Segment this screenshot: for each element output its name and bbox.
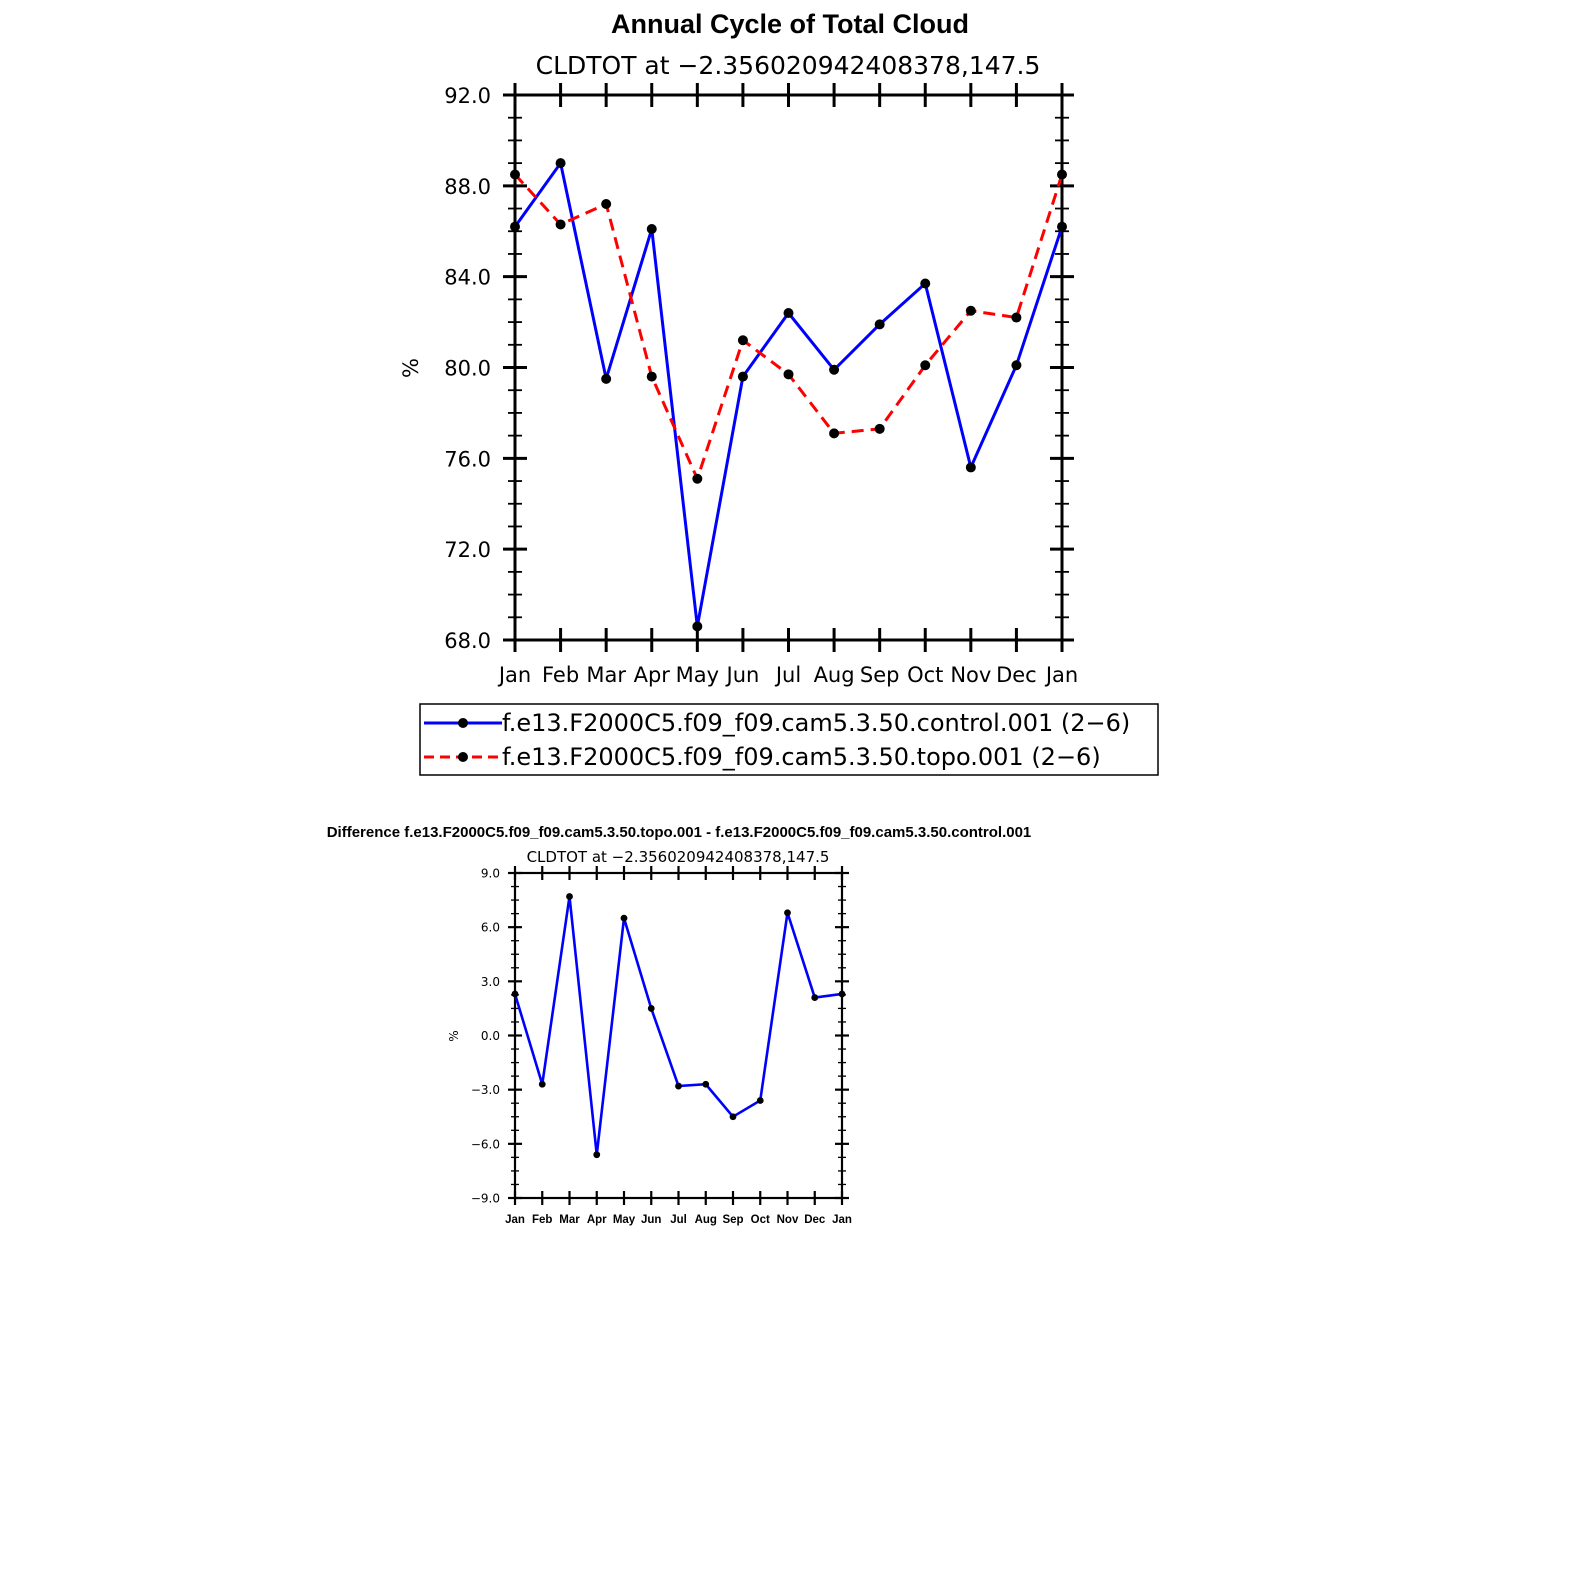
x-tick-label: Mar	[559, 1214, 580, 1226]
legend-label-topo: f.e13.F2000C5.f09_f09.cam5.3.50.topo.001…	[502, 743, 1101, 771]
x-tick-label: May	[676, 663, 719, 687]
chart-subtitle: CLDTOT at −2.356020942408378,147.5	[536, 51, 1041, 80]
data-point-0	[829, 364, 840, 375]
y-tick-label: −9.0	[471, 1192, 500, 1206]
x-tick-label: May	[613, 1214, 636, 1226]
data-point-1	[920, 360, 931, 371]
data-point-1	[783, 369, 794, 380]
data-point-0	[647, 1005, 655, 1012]
plot-frame	[513, 871, 844, 1200]
y-axis-label: %	[399, 358, 423, 378]
y-tick-label: 76.0	[444, 447, 491, 471]
data-point-1	[555, 219, 566, 230]
data-point-0	[620, 914, 628, 922]
x-tick-label: Apr	[587, 1214, 607, 1226]
y-tick-label: 84.0	[444, 266, 491, 290]
legend-box	[419, 703, 1159, 776]
x-tick-label: Jan	[505, 1214, 525, 1226]
diff-y-axis-label: %	[447, 1030, 461, 1041]
x-tick-label: Dec	[996, 663, 1037, 687]
legend-label-control: f.e13.F2000C5.f09_f09.cam5.3.50.control.…	[502, 709, 1130, 737]
y-tick-label: 6.0	[481, 921, 500, 935]
x-tick-label: Feb	[542, 663, 579, 687]
x-tick-label: Aug	[814, 663, 855, 687]
x-tick-label: Jan	[497, 663, 531, 687]
series-line-1	[513, 173, 1064, 483]
data-point-1	[965, 305, 976, 316]
data-point-0	[874, 319, 885, 330]
x-tick-label: Jun	[725, 663, 760, 687]
data-point-1	[874, 423, 885, 434]
legend-marker-control	[458, 718, 468, 728]
y-tick-label: 9.0	[481, 867, 500, 881]
data-point-0	[965, 462, 976, 473]
data-point-0	[811, 994, 819, 1001]
data-point-0	[729, 1113, 737, 1121]
data-point-0	[756, 1097, 764, 1104]
y-tick-label: 3.0	[481, 975, 500, 989]
x-tick-label: Dec	[804, 1214, 826, 1226]
data-point-1	[601, 199, 612, 209]
x-tick-label: Feb	[532, 1214, 552, 1226]
chart-title: Annual Cycle of Total Cloud	[611, 9, 969, 39]
x-tick-label: Nov	[950, 663, 991, 687]
y-tick-label: −6.0	[471, 1137, 500, 1151]
data-point-0	[511, 990, 519, 998]
data-point-0	[510, 221, 520, 232]
data-point-0	[702, 1080, 710, 1088]
y-tick-label: 0.0	[481, 1029, 500, 1043]
data-point-0	[555, 158, 566, 169]
x-tick-label: Oct	[751, 1214, 770, 1226]
y-tick-label: −3.0	[471, 1083, 500, 1097]
data-point-0	[675, 1082, 682, 1090]
data-point-1	[1011, 312, 1022, 323]
diff-chart-subtitle: CLDTOT at −2.356020942408378,147.5	[527, 848, 830, 866]
data-point-0	[692, 621, 703, 632]
top-chart-plot: 68.0 72.0 76.0 80.0 84.0 88.0 92.0 Jan Feb Mar Apr…	[444, 83, 1078, 687]
data-point-0	[1057, 221, 1067, 232]
x-tick-label: Mar	[586, 663, 626, 687]
data-point-1	[646, 371, 657, 382]
data-point-0	[1011, 360, 1022, 371]
data-point-0	[838, 990, 846, 998]
data-point-0	[784, 909, 791, 917]
x-tick-label: Apr	[634, 663, 671, 687]
x-tick-label: Jul	[774, 663, 801, 687]
diff-chart-title: Difference f.e13.F2000C5.f09_f09.cam5.3.…	[327, 824, 1032, 841]
plot-frame	[513, 93, 1064, 642]
legend: f.e13.F2000C5.f09_f09.cam5.3.50.control.…	[419, 703, 1159, 776]
data-point-1	[737, 335, 748, 346]
x-tick-label: Oct	[907, 663, 943, 687]
legend-marker-topo	[458, 752, 468, 762]
y-tick-label: 92.0	[444, 84, 491, 108]
data-point-0	[601, 373, 612, 384]
series-line-0	[513, 896, 843, 1155]
y-tick-label: 80.0	[444, 357, 491, 381]
x-tick-label: Nov	[777, 1214, 799, 1226]
x-tick-label: Jan	[832, 1214, 852, 1226]
data-point-1	[692, 473, 703, 484]
data-point-0	[566, 893, 573, 900]
x-tick-label: Jun	[641, 1214, 661, 1226]
diff-chart-plot: −9.0 −6.0 −3.0 0.0 3.0 6.0 9.0 Jan Feb Mar Apr May J…	[471, 866, 852, 1226]
x-tick-label: Aug	[695, 1214, 717, 1226]
data-point-0	[783, 308, 794, 318]
y-tick-label: 88.0	[444, 175, 491, 199]
data-point-0	[538, 1080, 546, 1088]
data-point-0	[920, 278, 931, 289]
y-tick-label: 72.0	[444, 538, 491, 562]
data-point-1	[829, 428, 840, 439]
data-point-0	[593, 1151, 601, 1159]
data-point-1	[510, 169, 520, 180]
y-tick-label: 68.0	[444, 629, 491, 653]
series-line-0	[513, 159, 1064, 627]
data-point-1	[1057, 169, 1067, 180]
data-point-0	[737, 371, 748, 382]
x-tick-label: Jan	[1044, 663, 1078, 687]
x-tick-label: Sep	[722, 1214, 743, 1226]
data-point-0	[646, 223, 657, 234]
x-tick-label: Sep	[860, 663, 900, 687]
x-tick-label: Jul	[670, 1214, 687, 1226]
